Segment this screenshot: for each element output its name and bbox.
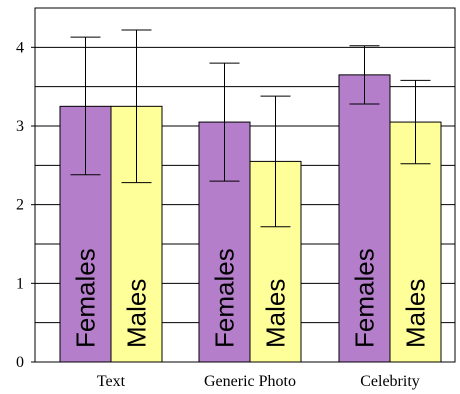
y-tick-label-1: 1 bbox=[16, 275, 24, 292]
plot-frame bbox=[34, 7, 456, 363]
bar-label-males-celebrity: Males bbox=[401, 279, 431, 348]
error-bar-females-generic-photo bbox=[209, 62, 240, 182]
y-tick-label-0: 0 bbox=[16, 354, 24, 371]
bar-label-females-generic-photo: Females bbox=[210, 248, 240, 348]
bar-males-generic-photo bbox=[249, 160, 302, 363]
error-bars bbox=[70, 29, 431, 228]
bar-label-females-text: Females bbox=[71, 248, 101, 348]
x-tick-label-celebrity: Celebrity bbox=[360, 373, 420, 390]
y-tick-label-3: 3 bbox=[16, 118, 24, 135]
bar-labels: Females Males Females Males Females Males bbox=[71, 248, 431, 348]
bars bbox=[59, 74, 442, 363]
bar-label-males-generic-photo: Males bbox=[261, 279, 291, 348]
bar-label-females-celebrity: Females bbox=[350, 248, 380, 348]
y-tick-label-2: 2 bbox=[16, 197, 24, 214]
y-tick-label-4: 4 bbox=[16, 39, 24, 56]
bar-label-males-text: Males bbox=[122, 279, 152, 348]
x-tick-label-text: Text bbox=[97, 373, 126, 390]
x-tick-label-generic-photo: Generic Photo bbox=[204, 373, 296, 390]
error-bar-females-celebrity bbox=[349, 45, 380, 105]
error-bar-males-generic-photo bbox=[260, 95, 291, 228]
axes: Text Generic Photo Celebrity 0 1 2 3 4 bbox=[16, 7, 456, 390]
error-bar-males-text bbox=[121, 29, 152, 184]
error-bar-males-celebrity bbox=[400, 79, 431, 165]
error-bar-females-text bbox=[70, 36, 101, 176]
